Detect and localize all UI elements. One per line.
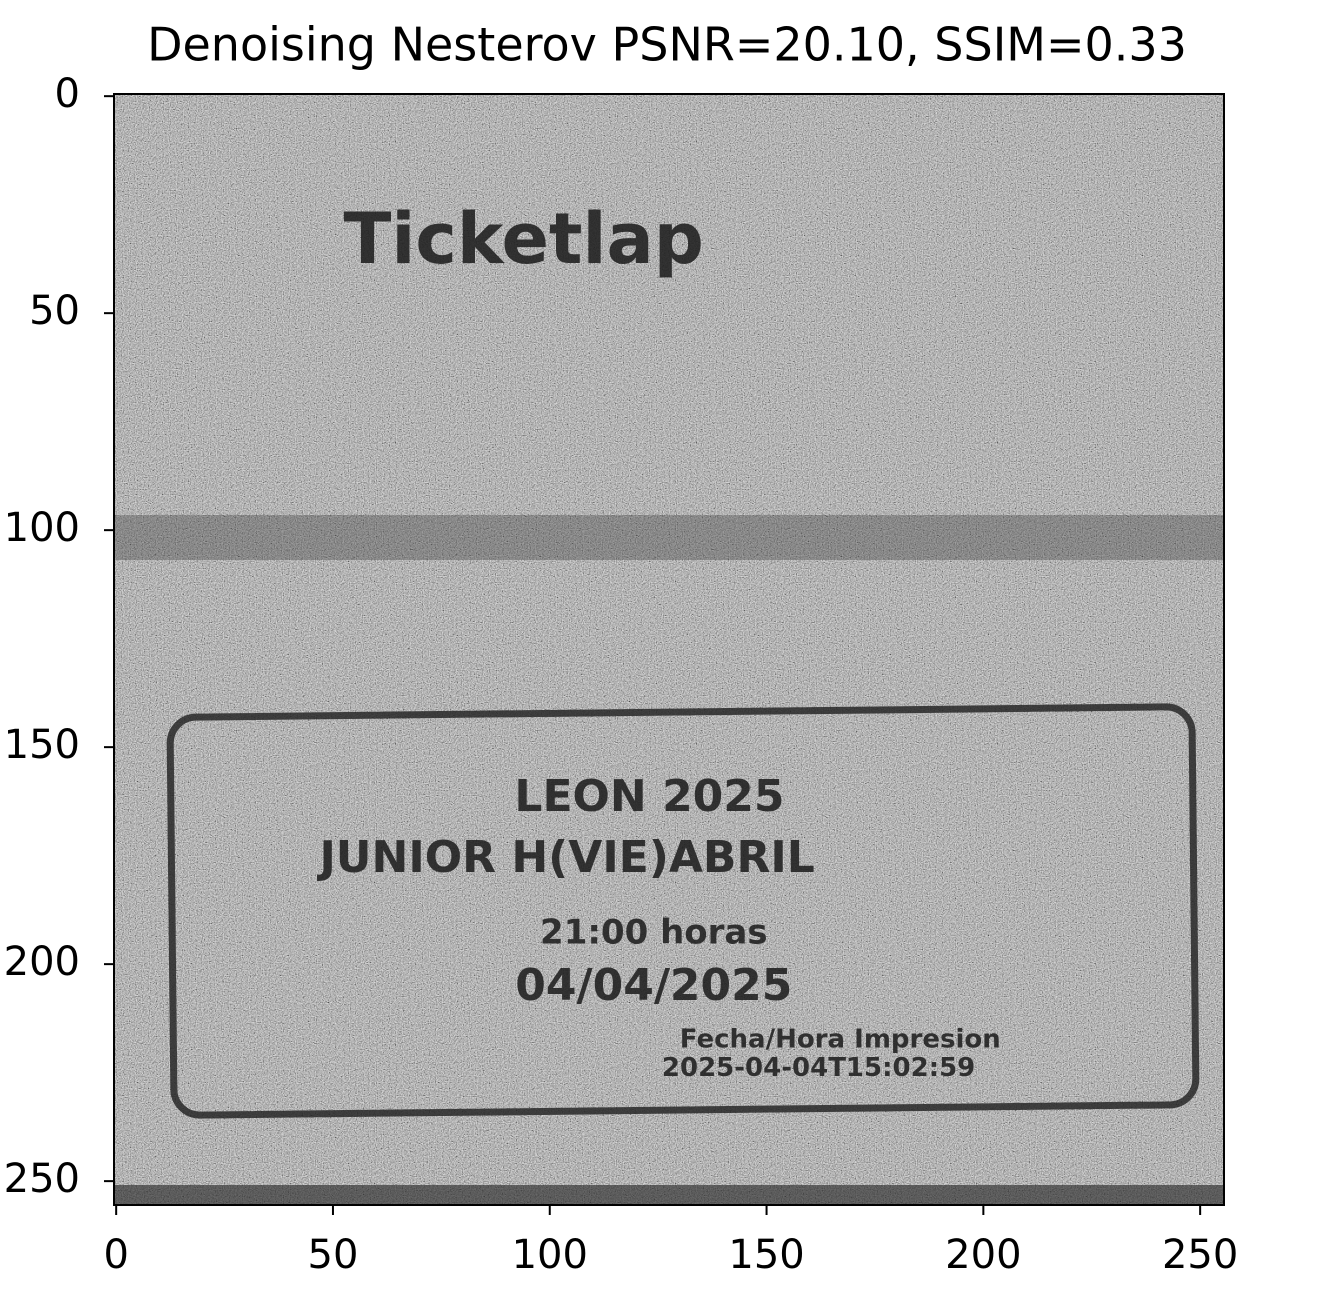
x-tick-label: 250 xyxy=(1162,1232,1238,1278)
image-band xyxy=(114,1185,1224,1205)
y-tick-label: 200 xyxy=(4,939,80,985)
x-tick-label: 150 xyxy=(728,1232,804,1278)
y-tick-label: 150 xyxy=(4,722,80,768)
image-text: 2025-04-04T15:02:59 xyxy=(662,1053,975,1083)
x-tick-label: 100 xyxy=(512,1232,588,1278)
y-tick-label: 0 xyxy=(55,71,80,117)
x-tick-label: 0 xyxy=(103,1232,128,1278)
image-text: 21:00 horas xyxy=(540,912,768,952)
chart-title: Denoising Nesterov PSNR=20.10, SSIM=0.33 xyxy=(147,18,1187,72)
ticket-box xyxy=(166,703,1200,1119)
image-text: 04/04/2025 xyxy=(515,960,792,1011)
image-text: Ticketlap xyxy=(344,198,704,280)
y-tick-label: 100 xyxy=(4,505,80,551)
y-tick-label: 50 xyxy=(29,288,80,334)
image-band xyxy=(114,515,1224,560)
image-text: Fecha/Hora Impresion xyxy=(680,1025,1001,1055)
image-text: JUNIOR H(VIE)ABRIL xyxy=(316,832,814,883)
image-noise xyxy=(114,94,1224,1205)
x-tick-label: 200 xyxy=(945,1232,1021,1278)
x-tick-label: 50 xyxy=(308,1232,359,1278)
y-tick-label: 250 xyxy=(4,1156,80,1202)
image-text: LEON 2025 xyxy=(514,771,784,822)
axes-frame xyxy=(113,93,1225,1206)
image-area: Ticketlap LEON 2025 JUNIOR H(VIE)ABRIL 21:0… xyxy=(114,94,1224,1205)
